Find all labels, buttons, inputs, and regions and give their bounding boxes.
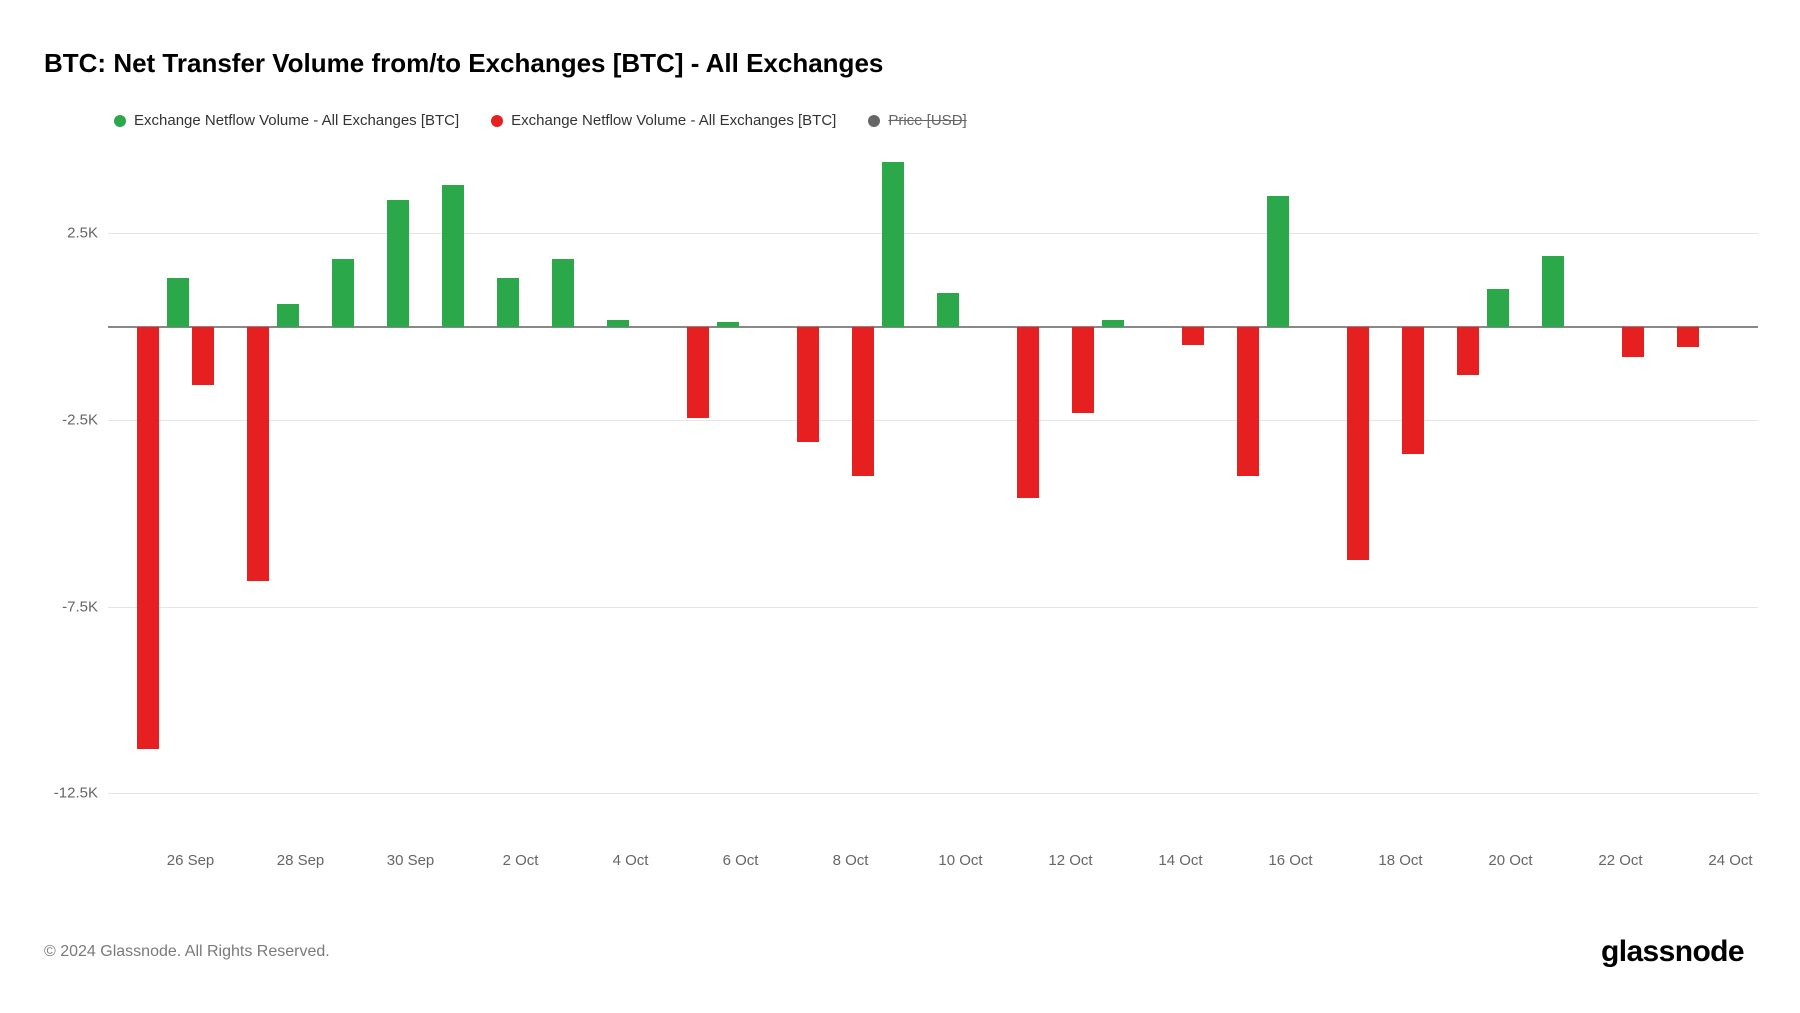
x-tick-label: 26 Sep <box>167 852 215 869</box>
bar-positive <box>607 320 629 327</box>
chart-plot: 2.5K-2.5K-7.5K-12.5K <box>108 140 1758 840</box>
legend-item-price: Price [USD] <box>868 112 966 129</box>
x-tick-label: 30 Sep <box>387 852 435 869</box>
bar-positive <box>1267 196 1289 327</box>
brand-logo: glassnode <box>1601 935 1744 969</box>
bar-positive <box>1102 320 1124 327</box>
x-tick-label: 20 Oct <box>1488 852 1532 869</box>
x-tick-label: 18 Oct <box>1378 852 1422 869</box>
chart-title: BTC: Net Transfer Volume from/to Exchang… <box>44 48 883 79</box>
bar-negative <box>1402 327 1424 454</box>
bar-negative <box>1017 327 1039 499</box>
copyright-text: © 2024 Glassnode. All Rights Reserved. <box>44 943 330 961</box>
bar-positive <box>497 278 519 327</box>
bar-positive <box>277 304 299 326</box>
x-tick-label: 16 Oct <box>1268 852 1312 869</box>
legend-dot-negative <box>491 115 503 127</box>
legend-dot-price <box>868 115 880 127</box>
y-tick-label: -2.5K <box>48 412 98 429</box>
y-tick-label: -7.5K <box>48 598 98 615</box>
x-tick-label: 6 Oct <box>723 852 759 869</box>
legend-label-positive: Exchange Netflow Volume - All Exchanges … <box>134 112 459 129</box>
legend-label-price: Price [USD] <box>888 112 966 129</box>
x-tick-label: 12 Oct <box>1048 852 1092 869</box>
x-tick-label: 4 Oct <box>613 852 649 869</box>
gridline <box>108 607 1758 608</box>
x-tick-label: 10 Oct <box>938 852 982 869</box>
x-tick-label: 2 Oct <box>503 852 539 869</box>
bar-negative <box>1182 327 1204 346</box>
bar-positive <box>717 322 739 326</box>
x-tick-label: 28 Sep <box>277 852 325 869</box>
x-tick-label: 24 Oct <box>1708 852 1752 869</box>
bar-positive <box>442 185 464 327</box>
chart-area: 2.5K-2.5K-7.5K-12.5K 26 Sep28 Sep30 Sep2… <box>108 140 1758 880</box>
legend-dot-positive <box>114 115 126 127</box>
bar-negative <box>1237 327 1259 476</box>
x-tick-label: 8 Oct <box>833 852 869 869</box>
bar-positive <box>1542 256 1564 327</box>
zero-line <box>108 326 1758 328</box>
x-tick-label: 22 Oct <box>1598 852 1642 869</box>
bar-positive <box>167 278 189 327</box>
gridline <box>108 420 1758 421</box>
bar-negative <box>1072 327 1094 413</box>
y-tick-label: -12.5K <box>48 785 98 802</box>
bar-positive <box>332 259 354 326</box>
bar-negative <box>1347 327 1369 560</box>
x-tick-label: 14 Oct <box>1158 852 1202 869</box>
legend-item-negative: Exchange Netflow Volume - All Exchanges … <box>491 112 836 129</box>
bar-negative <box>1457 327 1479 376</box>
gridline <box>108 793 1758 794</box>
bar-positive <box>387 200 409 327</box>
bar-negative <box>852 327 874 476</box>
legend-label-negative: Exchange Netflow Volume - All Exchanges … <box>511 112 836 129</box>
legend-item-positive: Exchange Netflow Volume - All Exchanges … <box>114 112 459 129</box>
y-tick-label: 2.5K <box>48 225 98 242</box>
bar-negative <box>192 327 214 385</box>
x-axis: 26 Sep 28 Sep 30 Sep 2 Oct 4 Oct 6 Oct 8 Oct 10… <box>108 840 1758 880</box>
bar-positive <box>1487 289 1509 326</box>
bar-negative <box>137 327 159 749</box>
bar-negative <box>687 327 709 418</box>
chart-legend: Exchange Netflow Volume - All Exchanges … <box>114 112 967 129</box>
gridline <box>108 233 1758 234</box>
bar-negative <box>247 327 269 581</box>
bar-negative <box>797 327 819 443</box>
bar-positive <box>552 259 574 326</box>
bar-positive <box>882 162 904 326</box>
bar-positive <box>937 293 959 327</box>
bar-negative <box>1677 327 1699 348</box>
bar-negative <box>1622 327 1644 357</box>
